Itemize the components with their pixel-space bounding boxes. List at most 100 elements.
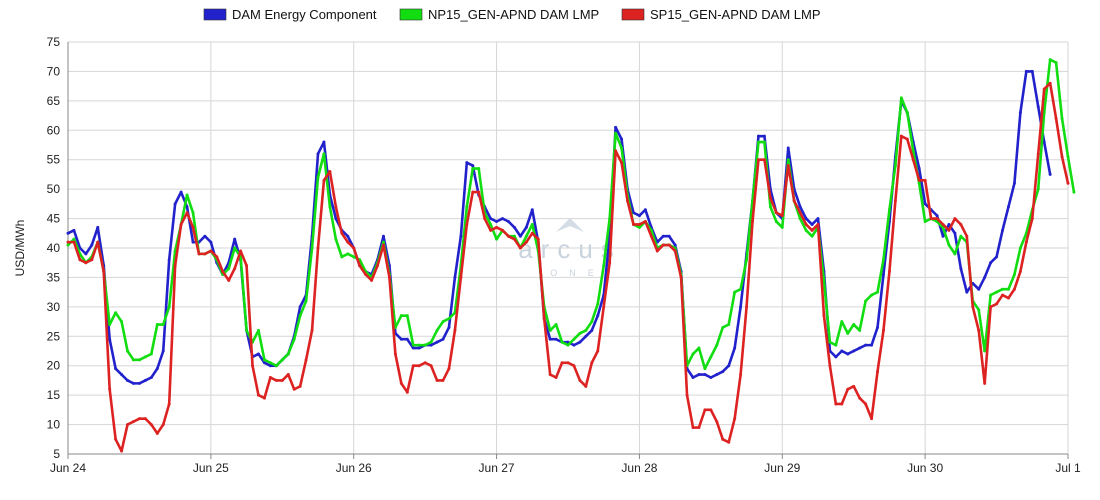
- data-point: [322, 152, 326, 156]
- data-point: [78, 258, 82, 262]
- data-point: [828, 340, 832, 344]
- data-point: [858, 328, 862, 332]
- data-point: [881, 328, 885, 332]
- data-point: [1024, 69, 1028, 73]
- data-point: [548, 328, 552, 332]
- data-point: [310, 246, 314, 250]
- data-point: [739, 305, 743, 309]
- data-point: [465, 161, 469, 165]
- y-tick-label: 60: [47, 123, 61, 137]
- data-point: [1054, 117, 1058, 121]
- data-point: [709, 408, 713, 412]
- data-point: [566, 343, 570, 347]
- data-point: [887, 208, 891, 212]
- data-point: [614, 149, 618, 153]
- data-point: [495, 220, 499, 224]
- data-point: [340, 231, 344, 235]
- data-point: [703, 367, 707, 371]
- data-point: [102, 270, 106, 274]
- data-point: [685, 393, 689, 397]
- data-point: [465, 222, 469, 226]
- data-point: [167, 258, 171, 262]
- data-point: [941, 222, 945, 226]
- watermark-subtext: ONE: [550, 268, 606, 278]
- x-tick-label: Jun 25: [193, 461, 229, 475]
- data-point: [881, 258, 885, 262]
- x-tick-label: Jun 24: [50, 461, 86, 475]
- data-point: [953, 231, 957, 235]
- series-line-1: [66, 58, 1076, 370]
- series-points-2: [66, 81, 1070, 453]
- data-point: [733, 290, 737, 294]
- legend-swatch-1: [399, 8, 423, 21]
- y-tick-label: 5: [53, 447, 60, 461]
- data-point: [233, 237, 237, 241]
- data-point: [774, 211, 778, 215]
- data-point: [316, 152, 320, 156]
- data-point: [995, 255, 999, 259]
- data-point: [143, 417, 147, 421]
- grid: [67, 41, 1069, 455]
- data-point: [530, 231, 534, 235]
- data-point: [376, 264, 380, 268]
- data-point: [846, 352, 850, 356]
- data-point: [655, 249, 659, 253]
- data-point: [637, 225, 641, 229]
- data-point: [554, 337, 558, 341]
- data-point: [471, 164, 475, 168]
- data-point: [209, 249, 213, 253]
- data-point: [691, 375, 695, 379]
- data-point: [780, 214, 784, 218]
- data-point: [691, 352, 695, 356]
- data-point: [126, 349, 130, 353]
- data-point: [1042, 140, 1046, 144]
- data-point: [721, 437, 725, 441]
- data-point: [411, 343, 415, 347]
- data-point: [114, 437, 118, 441]
- watermark-text: arcus: [518, 234, 622, 264]
- data-point: [614, 125, 618, 129]
- data-point: [364, 272, 368, 276]
- data-point: [435, 378, 439, 382]
- data-point: [1060, 155, 1064, 159]
- data-point: [96, 225, 100, 229]
- data-point: [399, 381, 403, 385]
- legend-swatch-0: [203, 8, 227, 21]
- data-point: [1036, 187, 1040, 191]
- x-tick-label: Jun 28: [621, 461, 657, 475]
- data-point: [471, 167, 475, 171]
- data-point: [489, 228, 493, 232]
- data-point: [620, 161, 624, 165]
- data-point: [828, 364, 832, 368]
- data-point: [846, 387, 850, 391]
- data-point: [715, 343, 719, 347]
- data-point: [84, 252, 88, 256]
- data-point: [614, 131, 618, 135]
- data-point: [661, 234, 665, 238]
- data-point: [1042, 111, 1046, 115]
- data-point: [66, 240, 70, 244]
- legend-label-0: DAM Energy Component: [232, 7, 377, 22]
- data-point: [876, 325, 880, 329]
- data-point: [1006, 205, 1010, 209]
- data-point: [661, 243, 665, 247]
- x-tick-label: Jun 27: [479, 461, 515, 475]
- data-point: [727, 364, 731, 368]
- data-point: [477, 167, 481, 171]
- data-point: [322, 140, 326, 144]
- data-point: [989, 293, 993, 297]
- data-point: [739, 287, 743, 291]
- data-point: [965, 290, 969, 294]
- data-point: [745, 258, 749, 262]
- data-point: [1024, 240, 1028, 244]
- y-tick-label: 25: [47, 329, 61, 343]
- data-point: [995, 302, 999, 306]
- data-point: [941, 234, 945, 238]
- data-point: [959, 234, 963, 238]
- data-point: [143, 355, 147, 359]
- data-point: [792, 199, 796, 203]
- data-point: [316, 246, 320, 250]
- y-tick-label: 70: [47, 64, 61, 78]
- y-tick-label: 75: [47, 35, 61, 49]
- data-point: [411, 346, 415, 350]
